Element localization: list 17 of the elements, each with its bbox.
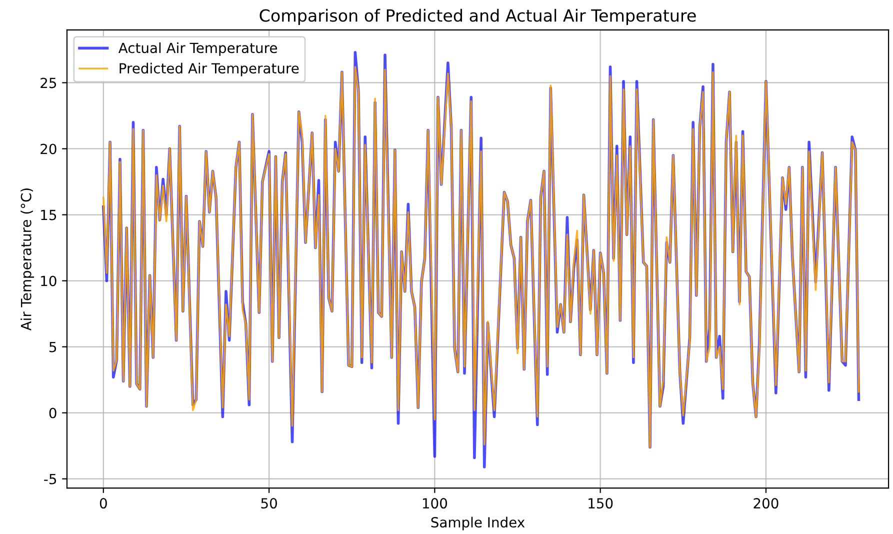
- y-tick-label: 10: [41, 276, 56, 286]
- y-tick-label: 15: [41, 210, 56, 220]
- y-tick-label: 25: [40, 78, 56, 88]
- y-tick-label: -5: [44, 474, 56, 484]
- legend-label: Predicted Air Temperature: [120, 62, 299, 76]
- y-tick-label: 20: [40, 144, 56, 154]
- y-tick-label: 0: [49, 408, 56, 418]
- x-tick-label: 150: [588, 498, 613, 509]
- legend-label: Actual Air Temperature: [118, 42, 278, 56]
- x-tick-label: 50: [261, 498, 277, 509]
- y-axis-title: Air Temperature (°C): [20, 188, 34, 331]
- x-tick-label: 100: [422, 498, 448, 509]
- x-tick-label: 0: [100, 498, 107, 509]
- x-axis-title: Sample Index: [431, 516, 525, 530]
- chart-title: Comparison of Predicted and Actual Air Temperature: [260, 8, 696, 26]
- x-tick-label: 200: [754, 498, 778, 509]
- y-tick-label: 5: [49, 342, 56, 352]
